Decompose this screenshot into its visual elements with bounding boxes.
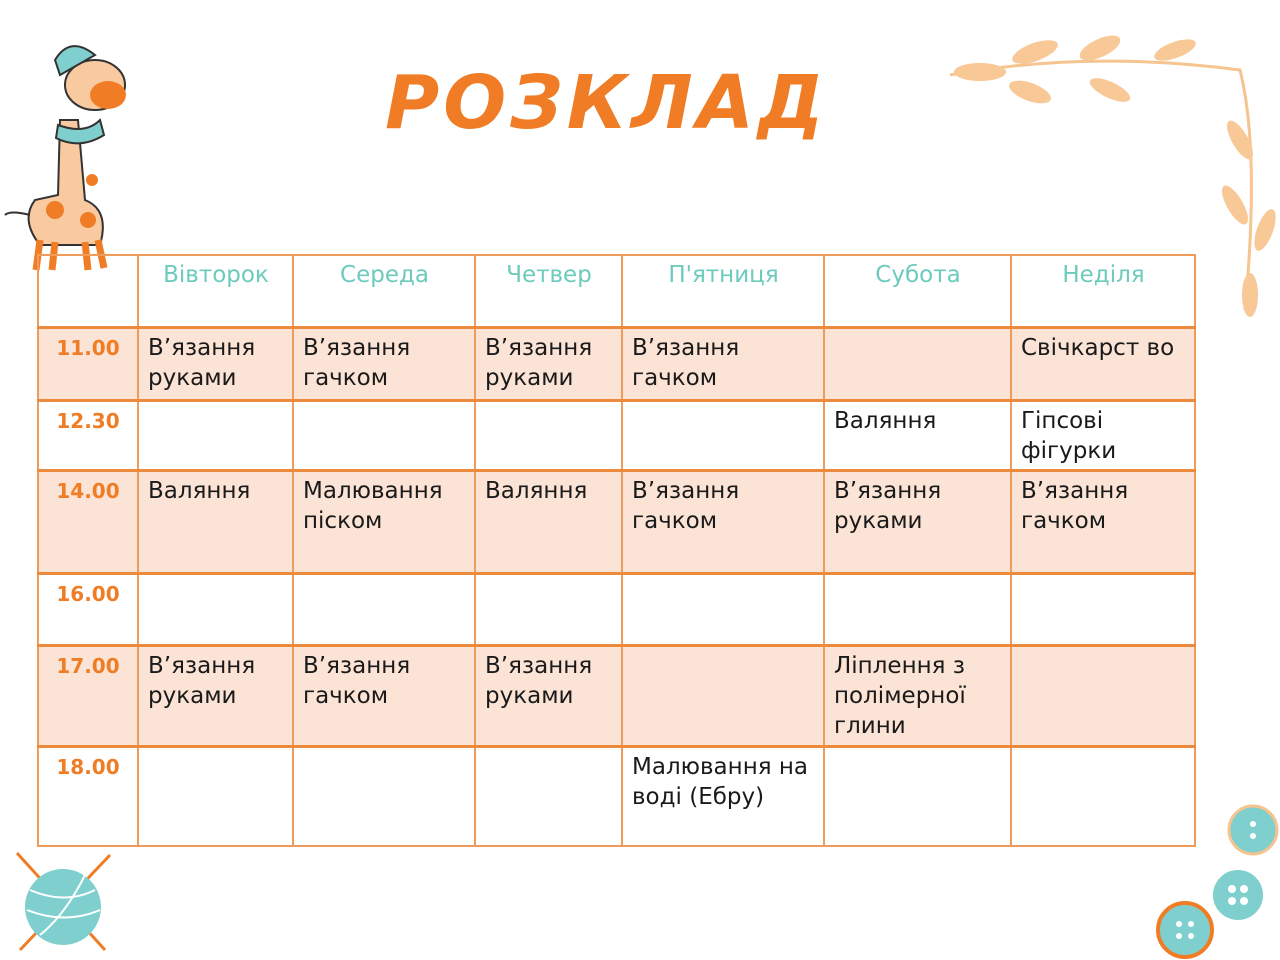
- activity-cell: Валяння: [823, 399, 1012, 471]
- day-header-row: Вівторок Середа Четвер П'ятниця Субота Н…: [37, 254, 1196, 328]
- activity-cell: В’язання рукaми: [474, 326, 623, 401]
- day-header: П'ятниця: [621, 254, 825, 328]
- time-cell: 12.30: [37, 399, 139, 471]
- activity-cell: [292, 399, 476, 471]
- activity-cell: [474, 399, 623, 471]
- time-cell: 16.00: [37, 572, 139, 646]
- activity-cell: [621, 572, 825, 646]
- activity-cell: Малювання піском: [292, 469, 476, 574]
- page-title: РОЗКЛАД: [385, 60, 828, 146]
- activity-cell: В’язання рукaми: [474, 644, 623, 747]
- time-cell: 17.00: [37, 644, 139, 747]
- activity-cell: [1010, 745, 1196, 847]
- activity-cell: [474, 745, 623, 847]
- day-header: Неділя: [1010, 254, 1196, 328]
- activity-cell: [621, 399, 825, 471]
- activity-cell: Ліплення з полімерної глини: [823, 644, 1012, 747]
- activity-cell: В’язання рукaми: [137, 644, 294, 747]
- activity-cell: [137, 572, 294, 646]
- schedule-table: Вівторок Середа Четвер П'ятниця Субота Н…: [37, 254, 1196, 847]
- button-icons: [1156, 804, 1279, 959]
- activity-cell: Гіпсові фігурки: [1010, 399, 1196, 471]
- activity-cell: Валяння: [474, 469, 623, 574]
- table-row: 18.00 Малювання на воді (Ебру): [37, 745, 1196, 847]
- time-cell: 18.00: [37, 745, 139, 847]
- time-cell: 11.00: [37, 326, 139, 401]
- activity-cell: [1010, 644, 1196, 747]
- activity-cell: Свічкарст во: [1010, 326, 1196, 401]
- activity-cell: В’язання рукaми: [823, 469, 1012, 574]
- table-row: 17.00 В’язання рукaми В’язання гачком В’яза…: [37, 644, 1196, 747]
- activity-cell: В’язання гачком: [1010, 469, 1196, 574]
- activity-cell: В’язання гачком: [621, 326, 825, 401]
- table-row: 14.00 Валяння Малювання піском Валяння В’яза…: [37, 469, 1196, 574]
- activity-cell: В’язання гачком: [292, 326, 476, 401]
- leaf-branch-illustration: [949, 35, 1276, 317]
- activity-cell: [292, 745, 476, 847]
- activity-cell: [823, 745, 1012, 847]
- day-header: Середа: [292, 254, 476, 328]
- day-header: Вівторок: [137, 254, 294, 328]
- activity-cell: [292, 572, 476, 646]
- activity-cell: [137, 745, 294, 847]
- activity-cell: [137, 399, 294, 471]
- activity-cell: [621, 644, 825, 747]
- activity-cell: В’язання гачком: [292, 644, 476, 747]
- table-row: 12.30 Валяння Гіпсові фігурки: [37, 399, 1196, 471]
- yarn-ball-icon: [15, 851, 112, 952]
- table-row: 16.00: [37, 572, 1196, 646]
- activity-cell: [823, 326, 1012, 401]
- activity-cell: [474, 572, 623, 646]
- activity-cell: В’язання рукaми: [137, 326, 294, 401]
- activity-cell: [1010, 572, 1196, 646]
- giraffe-illustration: [4, 45, 126, 271]
- day-header: Субота: [823, 254, 1012, 328]
- day-header: Четвер: [474, 254, 623, 328]
- time-cell: 14.00: [37, 469, 139, 574]
- activity-cell: Валяння: [137, 469, 294, 574]
- activity-cell: [823, 572, 1012, 646]
- corner-cell: [37, 254, 139, 328]
- table-row: 11.00 В’язання рукaми В’язання гачком В’яза…: [37, 326, 1196, 401]
- activity-cell: В’язання гачком: [621, 469, 825, 574]
- activity-cell: Малювання на воді (Ебру): [621, 745, 825, 847]
